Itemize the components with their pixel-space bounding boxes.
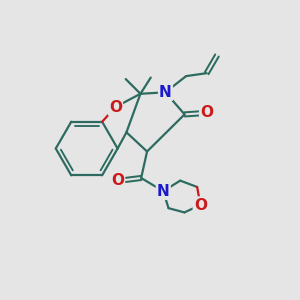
Text: N: N [157, 184, 169, 199]
Text: O: O [111, 173, 124, 188]
Text: N: N [159, 85, 172, 100]
Text: O: O [194, 197, 207, 212]
Text: O: O [200, 105, 213, 120]
Text: O: O [109, 100, 122, 115]
